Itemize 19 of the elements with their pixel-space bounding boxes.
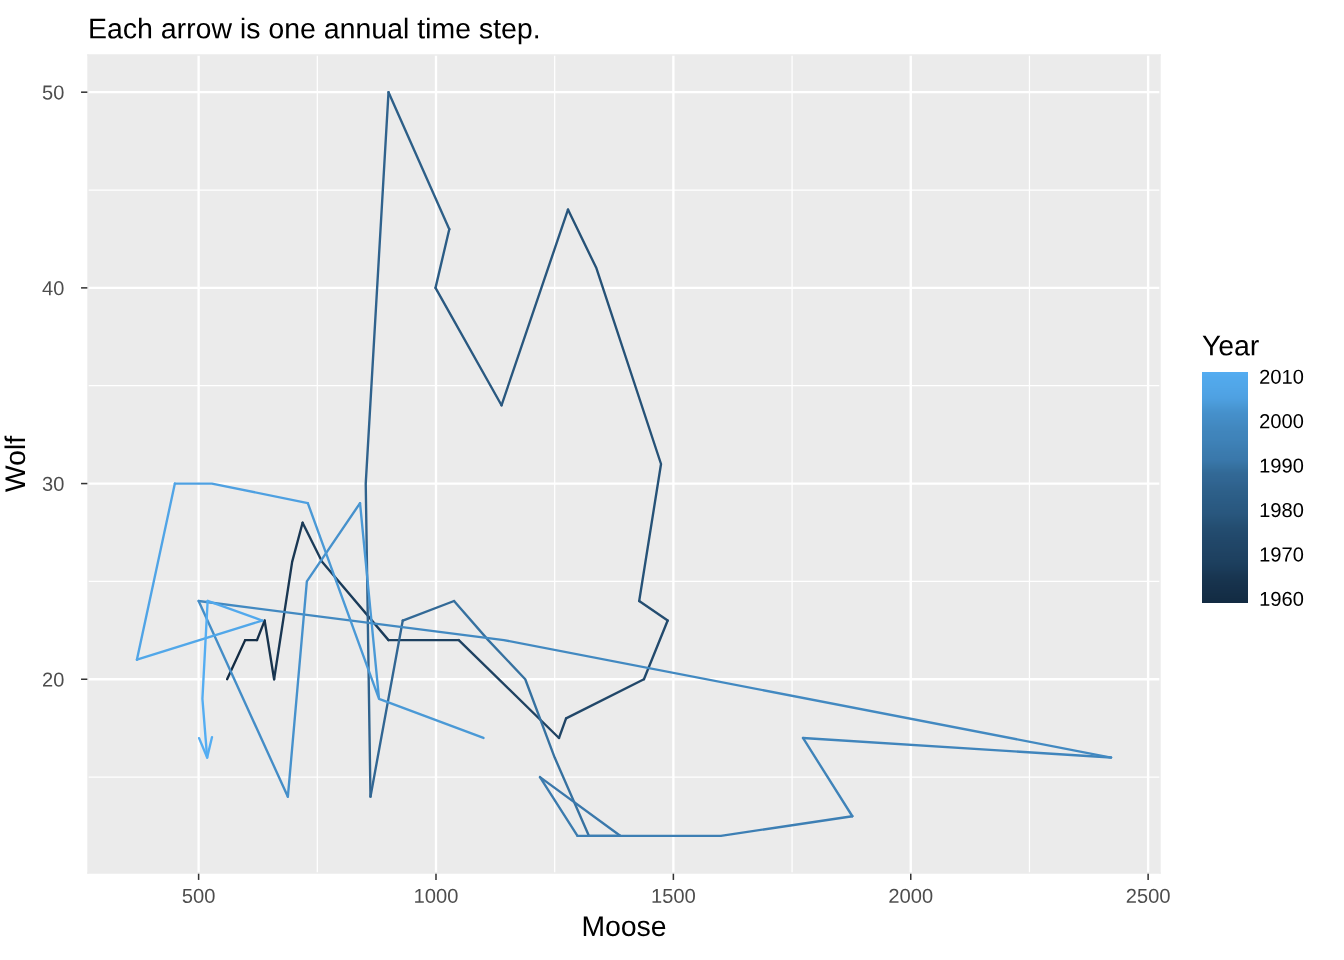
x-tick-label: 2000 xyxy=(889,888,933,904)
y-tick-label: 50 xyxy=(42,85,64,100)
x-tick-label: 1500 xyxy=(652,888,695,904)
chart-title: Each arrow is one annual time step. xyxy=(90,17,539,45)
color-bar-title: Year xyxy=(1202,335,1259,356)
y-axis-title: Wolf xyxy=(4,435,26,492)
y-tick-label: 30 xyxy=(42,476,64,492)
color-bar-label: 1970 xyxy=(1260,547,1304,562)
color-bar-label: 1980 xyxy=(1260,502,1304,518)
x-tick-label: 500 xyxy=(182,888,215,904)
color-bar-label: 2010 xyxy=(1260,369,1304,384)
y-tick-label: 20 xyxy=(43,672,64,687)
color-bar-label: 1990 xyxy=(1260,458,1304,473)
color-bar-label: 2000 xyxy=(1260,414,1304,429)
x-tick-label: 1000 xyxy=(415,888,458,904)
y-tick-label: 40 xyxy=(42,281,64,296)
x-tick-label: 2500 xyxy=(1126,888,1170,904)
color-bar-label: 1960 xyxy=(1260,591,1304,607)
x-axis-title: Moose xyxy=(583,916,666,937)
